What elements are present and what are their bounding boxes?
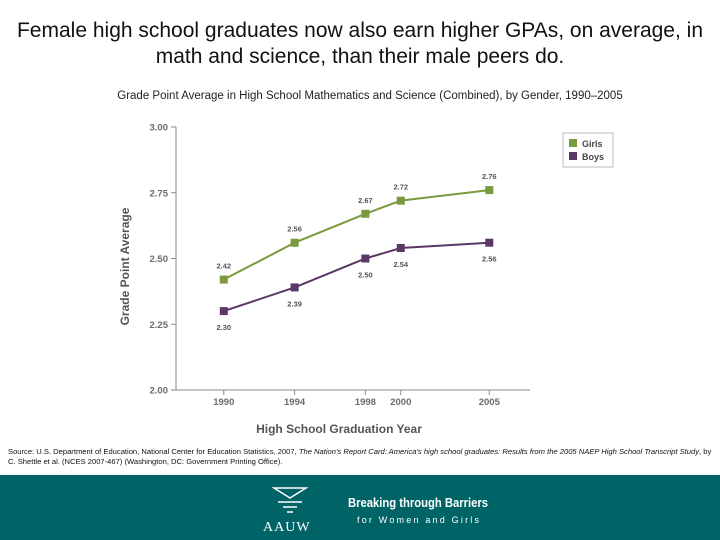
y-tick-label: 3.00 [150,123,169,134]
data-label-girls: 2.42 [216,262,231,271]
source-note: Source: U.S. Department of Education, Na… [8,447,718,467]
x-tick-label: 2005 [479,397,501,408]
data-point-boys [485,238,494,247]
data-label-girls: 2.67 [358,196,373,205]
data-label-boys: 2.39 [287,299,302,308]
data-point-girls [361,209,370,218]
tagline-sub: for Women and Girls [357,515,482,525]
legend-box [562,132,614,168]
legend-label-girls: Girls [582,139,603,149]
data-label-boys: 2.54 [393,260,408,269]
data-point-boys [396,243,405,252]
legend-swatch-boys [569,152,577,160]
chart-title: Grade Point Average in High School Mathe… [117,90,623,102]
data-label-boys: 2.50 [358,271,373,280]
source-title: The Nation's Report Card: America's high… [298,447,700,456]
y-axis-label: Grade Point Average [118,207,132,325]
gpa-line-chart: 2.00 2.25 2.50 2.75 3.00 1990 1994 1998 2000 2005… [118,123,614,436]
aauw-wordmark: AAUW [263,520,311,535]
data-point-boys [219,307,228,316]
data-label-boys: 2.30 [216,323,231,332]
x-axis-label: High School Graduation Year [256,422,422,436]
tagline-main: Breaking through Barriers [348,496,489,510]
y-tick-label: 2.00 [150,386,169,397]
legend-swatch-girls [569,139,577,147]
data-point-girls [396,196,405,205]
data-label-girls: 2.56 [287,225,302,234]
x-tick-label: 2000 [390,397,411,408]
series-line-girls [223,189,490,281]
x-tick-label: 1998 [355,397,376,408]
x-tick-label: 1994 [284,397,306,408]
data-label-girls: 2.72 [393,183,408,192]
y-tick-label: 2.75 [150,188,169,199]
data-point-girls [485,186,494,195]
data-point-girls [219,275,228,284]
chart-axes: 2.00 2.25 2.50 2.75 3.00 1990 1994 1998 2000 2005… [118,123,530,436]
data-label-girls: 2.76 [482,172,497,181]
source-suffix: , by C. Shettle et al. (NCES 2007-467) (… [8,447,712,466]
footer-bar [0,475,720,540]
y-tick-label: 2.50 [150,254,169,265]
data-label-boys: 2.56 [482,255,497,264]
legend-label-boys: Boys [582,152,604,162]
series-line-boys [223,241,490,313]
slide-headline: Female high school graduates now also ea… [16,19,704,68]
source-prefix: Source: U.S. Department of Education, Na… [8,447,299,456]
chart-series: 2.42 2.56 2.67 2.72 2.76 2.30 2.39 2.50 2.54 2.56 [216,172,496,332]
x-tick-label: 1990 [213,397,234,408]
data-point-girls [290,238,299,247]
data-point-boys [290,283,299,292]
data-point-boys [361,254,370,263]
y-tick-label: 2.25 [150,320,169,331]
aauw-logo-icon [271,487,309,513]
chart-legend: Girls Boys [562,132,614,168]
